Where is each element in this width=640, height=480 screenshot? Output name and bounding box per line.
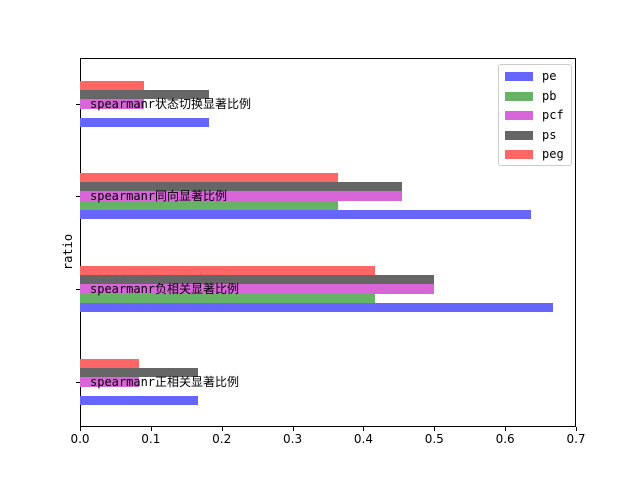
bar-pcf	[80, 99, 145, 109]
y-tick	[76, 382, 80, 383]
y-tick	[76, 196, 80, 197]
bar-ps	[80, 90, 209, 100]
bar-pe	[80, 117, 209, 127]
bar-pb	[80, 293, 376, 303]
x-tick	[434, 427, 436, 431]
legend-swatch	[505, 72, 533, 81]
bar-peg	[80, 359, 139, 369]
x-tick	[221, 427, 223, 431]
bar-pcf	[80, 284, 435, 294]
y-tick	[76, 289, 80, 290]
legend-swatch	[505, 150, 533, 159]
x-tick-label: 0.5	[424, 432, 444, 446]
x-tick	[576, 427, 577, 431]
bar-pe	[80, 302, 553, 312]
bar-peg	[80, 81, 145, 91]
bar-peg	[80, 266, 376, 276]
category-label: spearmanr正相关显著比例	[90, 375, 240, 389]
x-tick-label: 0.0	[70, 432, 90, 446]
x-tick-label: 0.6	[495, 432, 515, 446]
legend-label: pe	[542, 69, 557, 83]
legend-label: ps	[542, 127, 557, 142]
x-tick	[292, 427, 294, 431]
legend-label: pcf	[542, 108, 564, 122]
bar-pe	[80, 209, 531, 219]
category-label: spearmanr负相关显著比例	[90, 282, 240, 296]
bar-ps	[80, 182, 403, 192]
x-tick	[150, 427, 152, 431]
category-label: spearmanr同向显著比例	[90, 189, 228, 203]
bar-pcf	[80, 191, 403, 201]
x-tick-label: 0.1	[141, 432, 161, 446]
plot-area	[80, 58, 576, 427]
x-tick-label: 0.2	[212, 432, 232, 446]
x-tick	[80, 427, 81, 431]
bar-ps	[80, 275, 435, 285]
legend-swatch	[505, 111, 533, 120]
bar-pcf	[80, 377, 139, 387]
legend-swatch	[505, 130, 533, 140]
x-tick-label: 0.4	[353, 432, 373, 446]
legend-swatch	[505, 91, 533, 101]
x-tick-label: 0.3	[283, 432, 303, 446]
category-label: spearmanr状态切换显著比例	[90, 97, 252, 111]
bar-pb	[80, 200, 338, 210]
bar-ps	[80, 368, 199, 378]
x-tick-label: 0.7	[566, 432, 586, 446]
x-tick	[363, 427, 365, 431]
y-tick	[76, 104, 80, 105]
legend-label: pb	[542, 88, 557, 103]
legend: pe pb pcf ps peg	[498, 64, 572, 166]
legend-label: peg	[542, 147, 564, 161]
y-axis-label: ratio	[61, 233, 75, 271]
bar-peg	[80, 173, 338, 183]
bar-pe	[80, 395, 199, 405]
x-tick	[505, 427, 507, 431]
